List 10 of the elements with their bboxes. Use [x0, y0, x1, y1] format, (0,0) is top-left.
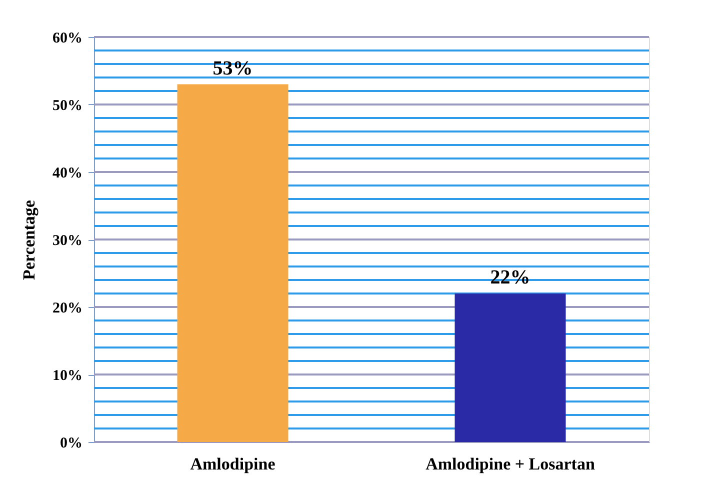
y-tick-label: 0% [60, 436, 82, 452]
x-tick-label: Amlodipine + Losartan [426, 454, 596, 474]
y-tick-label: 10% [52, 368, 82, 384]
y-tick-label: 60% [52, 30, 82, 46]
x-tick-label: Amlodipine [190, 454, 276, 474]
y-tick-label: 20% [52, 300, 82, 316]
y-tick-label: 40% [52, 166, 82, 182]
y-tick-label: 30% [52, 233, 82, 249]
y-axis-title: Percentage [20, 200, 38, 280]
y-tick-label: 50% [52, 98, 82, 114]
